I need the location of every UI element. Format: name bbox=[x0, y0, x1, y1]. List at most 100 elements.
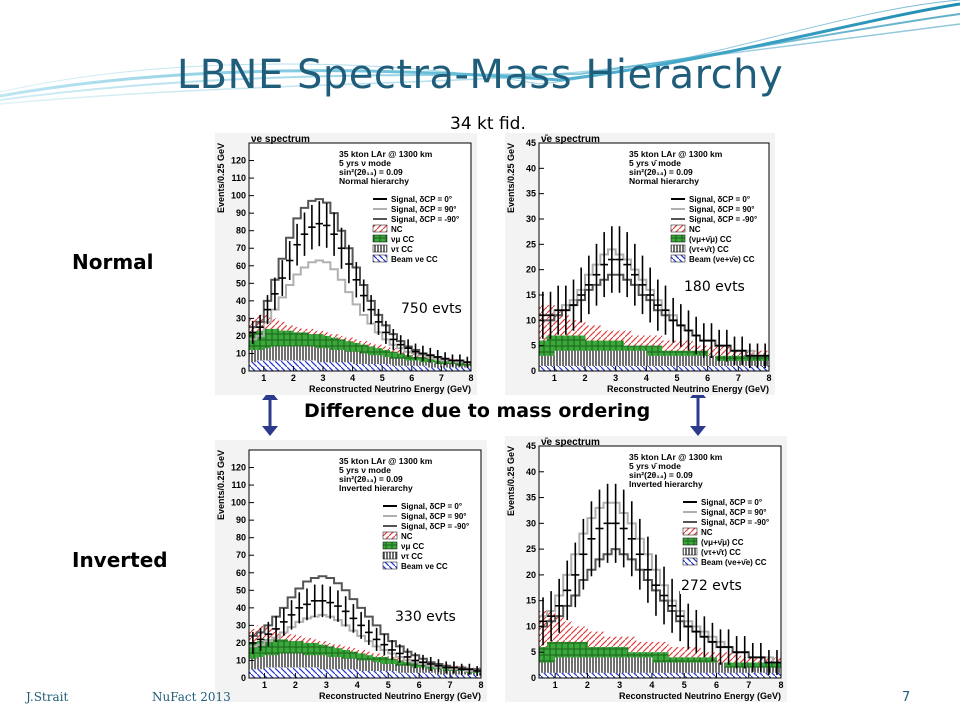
beam-nue-cc-band-bin bbox=[434, 674, 443, 678]
beam-nue-cc-band-bin bbox=[403, 672, 412, 678]
nutau-cc-band-bin bbox=[660, 662, 669, 678]
beam-nue-cc-band-bin bbox=[638, 365, 647, 371]
fiducial-mass-label: 34 kt fid. bbox=[450, 114, 526, 134]
beam-nue-cc-band-bin bbox=[600, 365, 609, 371]
info-line: Inverted hierarchy bbox=[339, 483, 413, 493]
x-tick-label: 3 bbox=[324, 680, 329, 690]
nutau-cc-band-bin bbox=[569, 350, 578, 371]
beam-nue-cc-band-bin bbox=[654, 365, 663, 371]
nutau-cc-band-bin bbox=[264, 655, 273, 678]
nutau-cc-band-bin bbox=[708, 662, 717, 678]
y-tick-label: 50 bbox=[236, 278, 246, 288]
legend-swatch-box bbox=[682, 557, 698, 566]
legend-swatch-box bbox=[372, 234, 388, 243]
x-tick-label: 2 bbox=[582, 373, 587, 383]
beam-nue-cc-band-bin bbox=[756, 672, 766, 678]
nutau-cc-band-bin bbox=[627, 657, 637, 678]
info-line: 35 kton LAr @ 1300 km bbox=[339, 456, 433, 466]
nutau-cc-band-bin bbox=[623, 350, 632, 371]
nutau-cc-band-bin bbox=[643, 657, 653, 678]
legend-label: Signal, δCP = -90° bbox=[701, 518, 769, 527]
info-line: sin²(2θ₁₃) = 0.09 bbox=[339, 474, 403, 484]
info-line: Normal hierarchy bbox=[629, 176, 699, 186]
nutau-cc-band-bin bbox=[577, 350, 586, 371]
nutau-cc-band-bin bbox=[341, 658, 351, 678]
x-tick-label: 6 bbox=[714, 680, 719, 690]
nutau-cc-band-bin bbox=[357, 660, 366, 678]
x-axis-label: Reconstructed Neutrino Energy (GeV) bbox=[607, 384, 769, 394]
beam-nue-cc-band-bin bbox=[345, 362, 354, 371]
beam-nue-cc-band-bin bbox=[692, 365, 701, 371]
y-tick-label: 10 bbox=[236, 348, 246, 358]
y-tick-label: 20 bbox=[526, 570, 536, 580]
beam-nue-cc-band-bin bbox=[740, 672, 750, 678]
beam-nue-cc-band-bin bbox=[684, 672, 693, 678]
x-tick-label: 3 bbox=[613, 373, 618, 383]
beam-nue-cc-band-bin bbox=[263, 360, 272, 371]
legend-label: (νμ+ν̄μ) CC bbox=[689, 235, 732, 244]
nutau-cc-band-bin bbox=[608, 350, 617, 371]
beam-nue-cc-band-bin bbox=[330, 362, 339, 371]
beam-nue-cc-band-bin bbox=[715, 365, 724, 371]
x-tick-label: 4 bbox=[355, 680, 360, 690]
x-axis-label: Reconstructed Neutrino Energy (GeV) bbox=[319, 691, 481, 701]
y-tick-label: 0 bbox=[241, 366, 246, 376]
beam-nue-cc-band-bin bbox=[603, 672, 613, 678]
nutau-cc-band-bin bbox=[395, 665, 405, 678]
beam-nue-cc-band-bin bbox=[563, 672, 572, 678]
numu-cc-band-bin bbox=[547, 641, 556, 678]
nutau-cc-band-bin bbox=[692, 355, 701, 371]
nutau-cc-band-bin bbox=[287, 653, 296, 678]
x-tick-label: 2 bbox=[291, 373, 296, 383]
beam-nue-cc-band-bin bbox=[337, 362, 346, 371]
nutau-cc-band-bin bbox=[579, 657, 588, 678]
x-tick-label: 7 bbox=[746, 680, 751, 690]
nutau-cc-band-bin bbox=[611, 657, 621, 678]
nutau-cc-band-bin bbox=[278, 346, 287, 371]
beam-nue-cc-band-bin bbox=[308, 360, 317, 371]
beam-nue-cc-band-bin bbox=[724, 672, 734, 678]
legend-swatch-box bbox=[670, 254, 686, 263]
y-tick-label: 20 bbox=[236, 331, 246, 341]
nutau-cc-band-bin bbox=[684, 662, 693, 678]
beam-nue-cc-band-bin bbox=[426, 672, 436, 678]
x-tick-label: 3 bbox=[320, 373, 325, 383]
chart-panel-inverted-nu: 0 10 20 30 40 50 60 70 80 90 100 110 120 1 2 3 4 5 6 7 8Reco… bbox=[215, 440, 487, 702]
event-count-annotation: 272 evts bbox=[680, 578, 743, 594]
beam-nue-cc-band-bin bbox=[457, 674, 467, 678]
row-label-normal: Normal bbox=[72, 250, 154, 274]
beam-nue-cc-band-bin bbox=[623, 365, 632, 371]
beam-nue-cc-band-bin bbox=[256, 669, 265, 678]
x-tick-label: 4 bbox=[649, 680, 654, 690]
legend-swatch-box bbox=[670, 234, 686, 243]
beam-nue-cc-band-bin bbox=[730, 365, 739, 371]
nutau-cc-band-bin bbox=[539, 662, 548, 678]
difference-label: Difference due to mass ordering bbox=[304, 400, 651, 422]
legend-label: (ντ+ν̄τ) CC bbox=[689, 245, 729, 254]
info-line: 5 yrs ν mode bbox=[339, 158, 391, 168]
x-tick-label: 5 bbox=[386, 680, 391, 690]
y-tick-label: 20 bbox=[236, 638, 246, 648]
beam-nue-cc-band-bin bbox=[592, 365, 601, 371]
beam-nue-cc-band-bin bbox=[627, 672, 637, 678]
info-line: sin²(2θ₁₃) = 0.09 bbox=[339, 167, 403, 177]
nutau-cc-band-bin bbox=[585, 350, 594, 371]
nutau-cc-band-bin bbox=[397, 358, 405, 371]
x-tick-label: 7 bbox=[448, 680, 453, 690]
beam-nue-cc-band-bin bbox=[382, 363, 391, 371]
nutau-cc-band-bin bbox=[661, 355, 670, 371]
beam-nue-cc-band-bin bbox=[389, 365, 398, 371]
footer-event: NuFact 2013 bbox=[152, 690, 231, 704]
x-axis-label: Reconstructed Neutrino Energy (GeV) bbox=[309, 384, 471, 394]
nutau-cc-band-bin bbox=[318, 655, 327, 678]
y-axis-label: Events/0.25 GeV bbox=[216, 450, 226, 520]
nutau-cc-band-bin bbox=[249, 658, 258, 678]
beam-nue-cc-band-bin bbox=[595, 672, 605, 678]
beam-nue-cc-band-bin bbox=[577, 365, 586, 371]
legend-label: (νμ+ν̄μ) CC bbox=[701, 538, 744, 547]
x-tick-label: 1 bbox=[261, 373, 266, 383]
nutau-cc-band-bin bbox=[295, 653, 304, 678]
beam-nue-cc-band-bin bbox=[473, 674, 482, 678]
beam-nue-cc-band-bin bbox=[293, 360, 302, 371]
